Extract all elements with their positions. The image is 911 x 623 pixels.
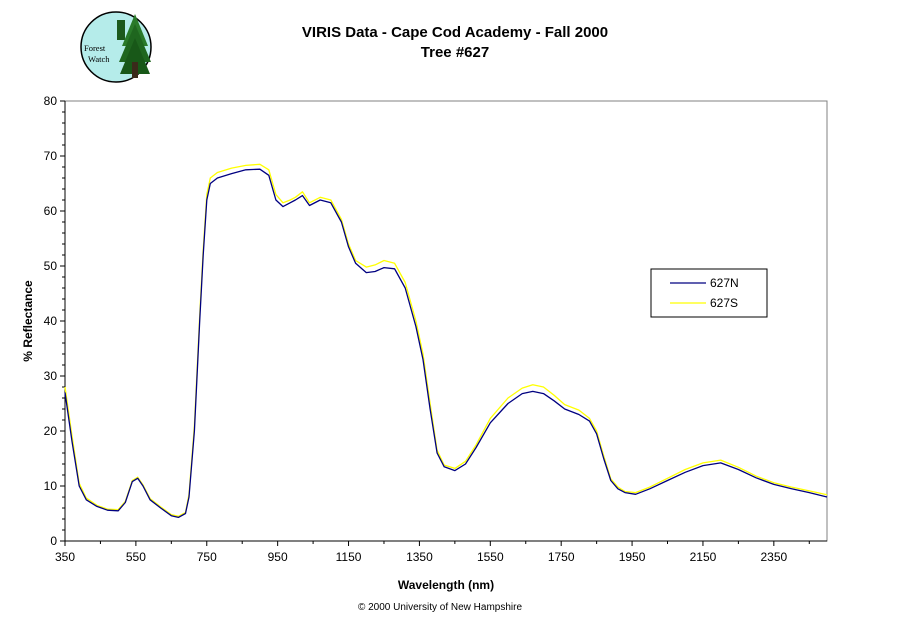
x-tick-label: 2350 [760,550,787,564]
series-line-627n [64,168,828,519]
series-line-627s [64,163,828,517]
y-tick-label: 0 [50,534,57,548]
legend-box [650,268,768,318]
x-tick-label: 1750 [548,550,575,564]
x-tick-label: 1350 [406,550,433,564]
y-tick-label: 50 [44,259,58,273]
x-axis-label: Wavelength (nm) [398,578,494,592]
chart-subtitle: Tree #627 [421,44,489,61]
x-axis-ticks: 350 550 750 950 1150 1350 1550 1750 1950 2150 2350 [55,541,810,564]
x-tick-label: 1550 [477,550,504,564]
logo-text-line2: Watch [88,54,110,64]
y-tick-label: 20 [44,424,58,438]
legend: 627N 627S [650,268,768,318]
y-axis-ticks: 0 10 20 30 40 50 60 70 80 [44,94,65,548]
x-tick-label: 1150 [336,550,362,564]
y-tick-label: 30 [44,369,58,383]
copyright-notice: © 2000 University of New Hampshire [358,602,523,613]
x-tick-label: 550 [126,550,146,564]
series-lines [64,163,828,519]
y-tick-label: 80 [44,94,58,108]
x-tick-label: 2150 [690,550,717,564]
plot-area [64,100,828,542]
logo-text-line1: Forest [84,43,106,53]
x-tick-label: 750 [197,550,217,564]
y-tick-label: 40 [44,314,58,328]
legend-label-627s: 627S [710,296,738,310]
chart-title: VIRIS Data - Cape Cod Academy - Fall 200… [302,24,608,41]
legend-label-627n: 627N [710,276,739,290]
y-axis-label: % Reflectance [21,280,35,362]
y-tick-label: 10 [44,479,58,493]
x-tick-label: 350 [55,550,75,564]
y-tick-label: 60 [44,204,58,218]
x-tick-label: 950 [268,550,288,564]
y-tick-label: 70 [44,149,58,163]
forest-watch-logo: Forest Watch [80,11,152,83]
x-tick-label: 1950 [619,550,646,564]
